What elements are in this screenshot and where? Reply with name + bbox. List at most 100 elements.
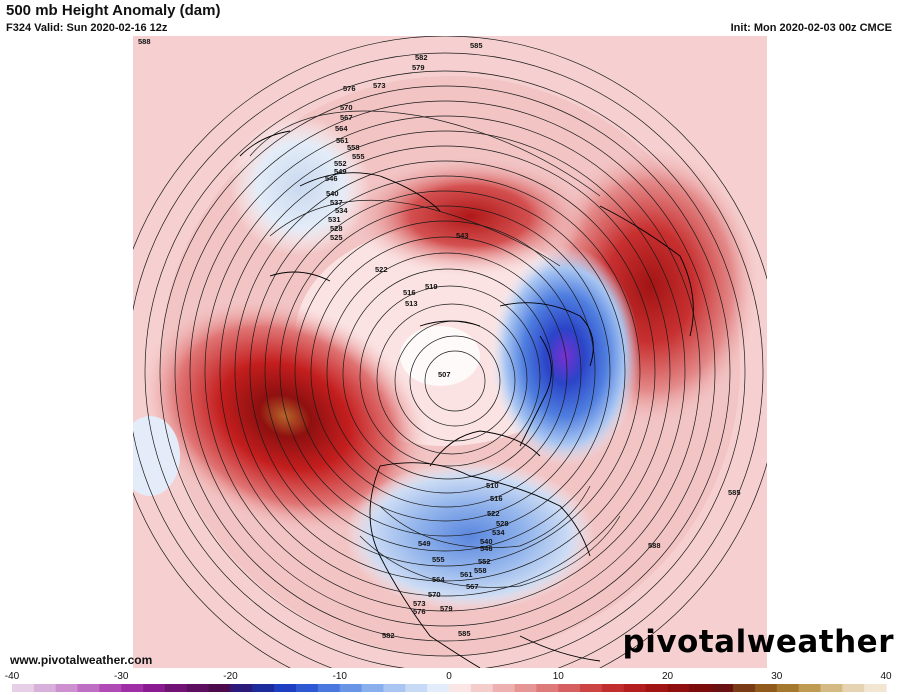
contour-label: 546 xyxy=(480,544,493,553)
colorbar-swatch xyxy=(492,684,516,692)
contour-label: 573 xyxy=(413,599,426,608)
colorbar-swatch xyxy=(449,684,472,692)
contour-label: 564 xyxy=(335,124,348,133)
contour-label: 522 xyxy=(375,265,388,274)
colorbar-swatch xyxy=(580,684,603,692)
colorbar-swatch xyxy=(143,684,166,692)
contour-labels: 588 585 582 579 576 573 570 567 564 561 … xyxy=(138,37,741,640)
anomaly-colorbar: -40 -30 -20 -10 0 10 20 30 40 xyxy=(5,671,892,692)
colorbar-swatch xyxy=(645,684,668,692)
colorbar-swatch xyxy=(77,684,100,692)
contour-label: 555 xyxy=(352,152,365,161)
contour-label: 561 xyxy=(460,570,473,579)
contour-label: 585 xyxy=(470,41,483,50)
contour-label: 570 xyxy=(428,590,441,599)
contour-label: 564 xyxy=(432,575,445,584)
colorbar-swatch xyxy=(317,684,341,692)
contour-label: 567 xyxy=(466,582,479,591)
contour-label: 546 xyxy=(325,174,338,183)
contour-label: 588 xyxy=(138,37,151,46)
colorbar-swatch xyxy=(383,684,406,692)
colorbar-swatch xyxy=(558,684,581,692)
map-title: 500 mb Height Anomaly (dam) xyxy=(6,2,221,19)
contour-label: 549 xyxy=(334,167,347,176)
contour-label: 561 xyxy=(336,136,349,145)
colorbar-swatch xyxy=(405,684,428,692)
init-time: Init: Mon 2020-02-03 00z CMCE xyxy=(730,22,892,34)
contour-label: 576 xyxy=(413,607,426,616)
colorbar-swatch xyxy=(296,684,319,692)
contour-label: 519 xyxy=(425,282,438,291)
contour-label: 510 xyxy=(486,481,499,490)
colorbar-swatch xyxy=(252,684,275,692)
colorbar-swatch xyxy=(230,684,253,692)
colorbar-tick-label: -30 xyxy=(114,671,129,682)
colorbar-tick-label: -20 xyxy=(223,671,238,682)
colorbar-swatch xyxy=(623,684,647,692)
contour-label: 531 xyxy=(328,215,341,224)
colorbar-swatch xyxy=(798,684,821,692)
contour-label: 528 xyxy=(496,519,509,528)
colorbar-swatch xyxy=(208,684,231,692)
contour-label: 522 xyxy=(487,509,500,518)
colorbar-swatch xyxy=(33,684,57,692)
colorbar-swatch xyxy=(99,684,122,692)
contour-label: 588 xyxy=(648,541,661,550)
colorbar-swatch xyxy=(864,684,887,692)
colorbar-swatch xyxy=(55,684,79,692)
contour-label: 543 xyxy=(456,231,469,240)
contour-label: 576 xyxy=(343,84,356,93)
contour-label: 552 xyxy=(334,159,347,168)
contour-label: 513 xyxy=(405,299,418,308)
colorbar-swatch xyxy=(121,684,144,692)
contour-label: 537 xyxy=(330,198,343,207)
colorbar-swatch xyxy=(820,684,843,692)
colorbar-swatch xyxy=(754,684,778,692)
colorbar-tick-label: 0 xyxy=(446,671,452,682)
colorbar-swatch xyxy=(667,684,690,692)
contour-label: 552 xyxy=(478,557,491,566)
colorbar-tick-label: 20 xyxy=(662,671,674,682)
colorbar-swatch xyxy=(842,684,865,692)
colorbar-tick-label: 30 xyxy=(771,671,783,682)
contour-label: 579 xyxy=(440,604,453,613)
colorbar-swatch xyxy=(536,684,559,692)
colorbar-swatch xyxy=(164,684,188,692)
valid-time: F324 Valid: Sun 2020-02-16 12z xyxy=(6,22,168,34)
colorbar-swatch xyxy=(733,684,756,692)
colorbar-tick-label: 40 xyxy=(880,671,892,682)
site-url[interactable]: www.pivotalweather.com xyxy=(10,653,153,667)
contour-label: 582 xyxy=(415,53,428,62)
colorbar-swatch xyxy=(470,684,494,692)
colorbar-swatch xyxy=(601,684,625,692)
colorbar-swatch xyxy=(689,684,712,692)
contour-label: 540 xyxy=(326,189,339,198)
contour-label: 567 xyxy=(340,113,353,122)
contour-label: 516 xyxy=(403,288,416,297)
colorbar-swatch xyxy=(274,684,297,692)
contour-label: 516 xyxy=(490,494,503,503)
contour-label: 555 xyxy=(432,555,445,564)
colorbar-swatch xyxy=(776,684,800,692)
contour-label: 573 xyxy=(373,81,386,90)
contour-label: 585 xyxy=(728,488,741,497)
colorbar-swatch xyxy=(12,684,35,692)
contour-label: 534 xyxy=(492,528,505,537)
colorbar-swatch xyxy=(186,684,210,692)
contour-label: 585 xyxy=(458,629,471,638)
contour-label: 570 xyxy=(340,103,353,112)
contour-label: 534 xyxy=(335,206,348,215)
colorbar-swatch xyxy=(711,684,734,692)
height-anomaly-map: 588 585 582 579 576 573 570 567 564 561 … xyxy=(0,36,900,668)
coastlines xyxy=(239,130,694,668)
contour-label: 558 xyxy=(347,143,360,152)
colorbar-swatch xyxy=(514,684,537,692)
pivotal-weather-logo: pivotalweather xyxy=(622,624,894,660)
contour-label: 558 xyxy=(474,566,487,575)
colorbar-tick-label: -40 xyxy=(5,671,20,682)
colorbar-swatch xyxy=(339,684,363,692)
contour-label: 579 xyxy=(412,63,425,72)
colorbar-swatch xyxy=(427,684,450,692)
contour-label: 582 xyxy=(382,631,395,640)
contour-label: 525 xyxy=(330,233,343,242)
